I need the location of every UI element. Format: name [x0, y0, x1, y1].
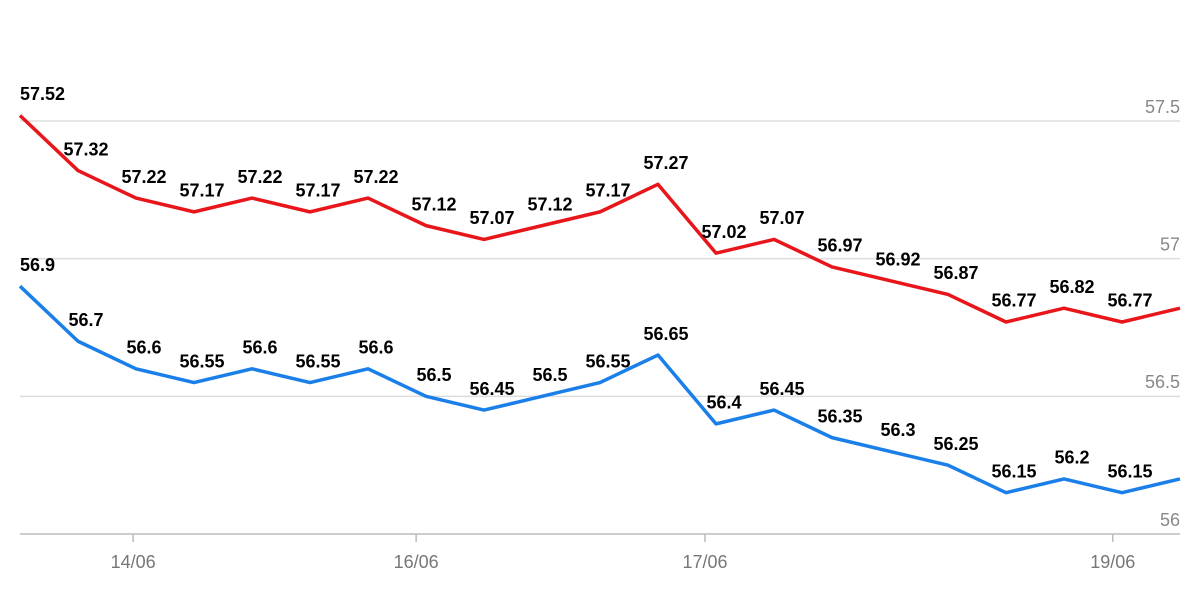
data-label: 56.55 — [295, 351, 340, 371]
data-label: 56.77 — [1107, 291, 1152, 311]
x-tick-label: 16/06 — [394, 552, 439, 572]
y-tick-label: 56 — [1160, 510, 1180, 530]
data-label: 56.6 — [358, 338, 393, 358]
data-label: 56.45 — [469, 379, 514, 399]
data-label: 56.15 — [1107, 461, 1152, 481]
data-label: 56.92 — [875, 249, 920, 269]
data-label: 57.27 — [643, 153, 688, 173]
y-tick-label: 57.5 — [1145, 97, 1180, 117]
data-label: 56.7 — [68, 310, 103, 330]
y-tick-label: 56.5 — [1145, 372, 1180, 392]
data-label: 56.77 — [991, 291, 1036, 311]
data-label: 56.9 — [20, 255, 55, 275]
data-label: 57.07 — [759, 208, 804, 228]
data-label: 57.07 — [469, 208, 514, 228]
data-label: 57.22 — [353, 167, 398, 187]
data-label: 56.35 — [817, 406, 862, 426]
data-label: 57.17 — [179, 181, 224, 201]
series-line — [18, 114, 1181, 324]
data-label: 56.5 — [532, 365, 567, 385]
data-label: 56.97 — [817, 236, 862, 256]
data-label: 57.22 — [121, 167, 166, 187]
data-label: 56.6 — [126, 338, 161, 358]
x-tick-label: 17/06 — [682, 552, 727, 572]
data-label: 57.17 — [585, 181, 630, 201]
data-label: 56.2 — [1054, 448, 1089, 468]
data-label: 56.25 — [933, 434, 978, 454]
data-label: 56.3 — [880, 420, 915, 440]
data-label: 56.55 — [179, 351, 224, 371]
data-label: 57.32 — [63, 139, 108, 159]
data-label: 56.65 — [643, 324, 688, 344]
data-label: 56.55 — [585, 351, 630, 371]
data-label: 56.82 — [1049, 277, 1094, 297]
data-label: 56.87 — [933, 263, 978, 283]
series-line — [18, 284, 1181, 495]
data-label: 56.45 — [759, 379, 804, 399]
data-label: 56.5 — [416, 365, 451, 385]
data-label: 57.17 — [295, 181, 340, 201]
data-label: 56.4 — [706, 393, 741, 413]
data-label: 57.12 — [527, 194, 572, 214]
data-label: 56.15 — [991, 461, 1036, 481]
data-label: 56.6 — [242, 338, 277, 358]
data-label: 57.52 — [20, 84, 65, 104]
data-label: 57.22 — [237, 167, 282, 187]
data-label: 57.12 — [411, 194, 456, 214]
x-tick-label: 14/06 — [111, 552, 156, 572]
data-label: 57.02 — [701, 222, 746, 242]
x-tick-label: 19/06 — [1090, 552, 1135, 572]
y-tick-label: 57 — [1160, 234, 1180, 254]
